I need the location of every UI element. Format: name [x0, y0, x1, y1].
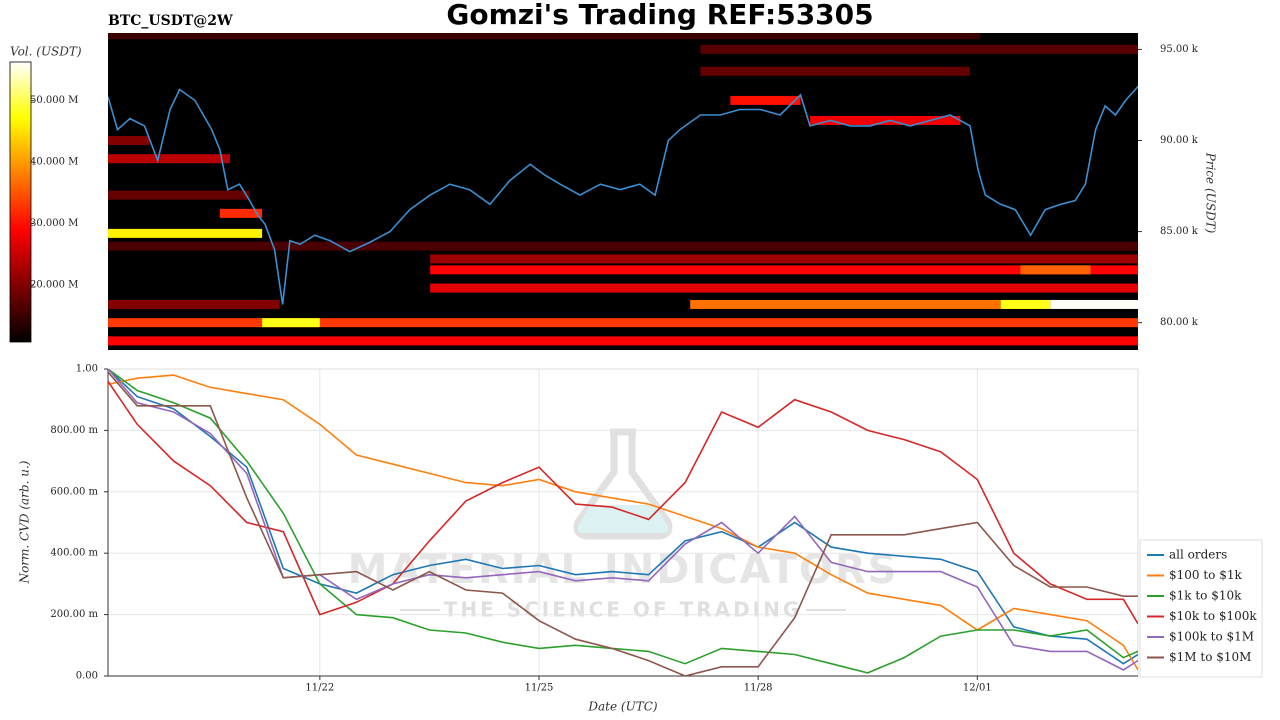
y-tick-label: 0.00	[76, 671, 98, 682]
legend-label: all orders	[1169, 548, 1227, 562]
x-tick-label: 11/22	[305, 683, 334, 694]
cvd-line	[108, 380, 1138, 625]
heatmap-cell	[108, 135, 150, 145]
y-axis-label: Price (USDT)	[1204, 152, 1218, 234]
cvd-line	[108, 369, 1138, 674]
cvd-line	[108, 369, 1138, 665]
legend-box	[1139, 539, 1263, 678]
colorbar-tick-label: 40.000 M	[30, 157, 78, 168]
watermark-icon	[573, 428, 673, 540]
heatmap-cell	[108, 154, 230, 164]
y-axis-label: Norm. CVD (arb. u.)	[18, 460, 32, 584]
series-lines	[108, 369, 1138, 676]
y-tick-label: 85.00 k	[1160, 226, 1199, 237]
x-tick-label: 11/25	[525, 683, 554, 694]
heatmap-cell	[690, 299, 1001, 309]
heatmap-cell	[108, 241, 1138, 251]
heatmap-background	[108, 33, 1138, 350]
heatmap-cell	[810, 115, 961, 125]
heatmap-cell	[108, 318, 1138, 328]
y-tick-label: 80.00 k	[1160, 317, 1199, 328]
heatmap-cell	[700, 66, 970, 76]
y-tick-label: 600.00 m	[50, 486, 98, 497]
heatmap-cell	[1000, 299, 1051, 309]
legend-label: $1M to $10M	[1169, 650, 1251, 664]
cvd-line	[108, 374, 1138, 671]
y-tick-label: 90.00 k	[1160, 135, 1199, 146]
legend-label: $100k to $1M	[1169, 630, 1254, 644]
x-tick-label: 11/28	[744, 683, 773, 694]
heatmap-cell	[730, 95, 801, 105]
legend-label: $1k to $10k	[1169, 589, 1242, 603]
cvd-line	[108, 369, 1138, 671]
heatmap-cell	[108, 33, 981, 40]
heatmap-cell	[108, 299, 280, 309]
heatmap-cell	[700, 44, 1138, 54]
heatmap-cell	[262, 318, 320, 328]
y-tick-label: 1.00	[76, 364, 98, 375]
heatmap-cell	[430, 254, 1138, 264]
heatmap-area	[108, 33, 1138, 346]
plot-background	[108, 369, 1138, 676]
watermark-title: MATERIAL INDICATORS	[348, 547, 899, 593]
legend-label: $100 to $1k	[1169, 568, 1242, 582]
heatmap-cell	[1020, 265, 1091, 275]
heatmap-cell	[108, 190, 250, 200]
colorbar-label: Vol. (USDT)	[10, 45, 82, 59]
chart-title: Gomzi's Trading REF:53305	[446, 0, 873, 31]
colorbar	[9, 61, 32, 343]
legend-label: $10k to $100k	[1169, 609, 1257, 623]
heatmap-cell	[430, 283, 1138, 293]
x-tick-label: 12/01	[963, 683, 992, 694]
heatmap-cell	[430, 265, 1138, 275]
colorbar-tick-label: 30.000 M	[30, 218, 78, 229]
cvd-line	[108, 371, 1138, 676]
y-tick-label: 800.00 m	[50, 425, 98, 436]
colorbar-tick-label: 20.000 M	[30, 279, 78, 290]
watermark-subtitle: THE SCIENCE OF TRADING	[444, 598, 803, 622]
colorbar-tick-label: 50.000 M	[30, 95, 78, 106]
chart-subtitle: BTC_USDT@2W	[108, 13, 233, 29]
x-axis-label: Date (UTC)	[587, 700, 657, 714]
heatmap-cell	[108, 336, 1138, 346]
y-tick-label: 95.00 k	[1160, 44, 1199, 55]
y-tick-label: 200.00 m	[50, 609, 98, 620]
heatmap-cell	[219, 208, 263, 218]
price-line	[108, 85, 1138, 305]
y-tick-label: 400.00 m	[50, 548, 98, 559]
heatmap-cell	[108, 228, 263, 238]
heatmap-cell	[1050, 299, 1138, 309]
